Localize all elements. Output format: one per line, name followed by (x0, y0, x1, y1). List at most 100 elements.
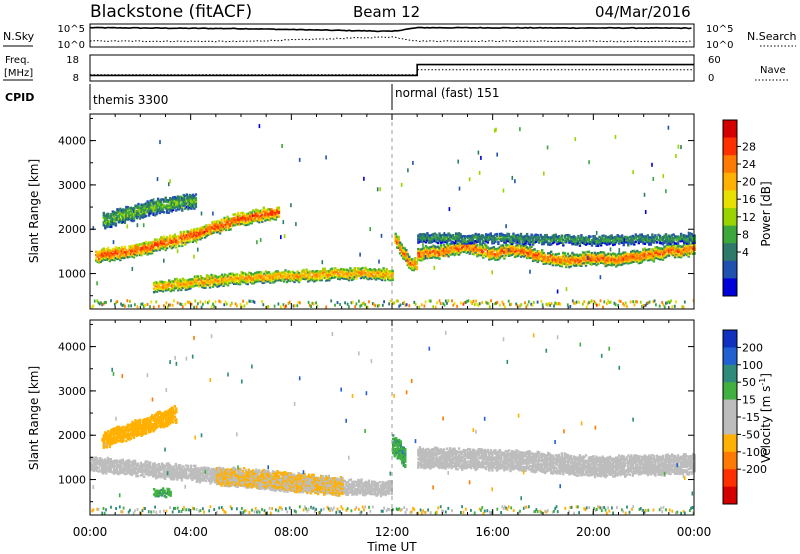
power-band-4-cell (643, 258, 647, 261)
power-band-2-cell (175, 283, 178, 286)
power-band-5-cell (427, 241, 431, 244)
power-band-4-cell (531, 252, 535, 255)
power-band-1-cell (178, 199, 181, 202)
power-band-4-cell (568, 262, 571, 265)
velocity-band-0-cell (117, 471, 120, 474)
power-band-5-cell (616, 235, 619, 239)
power-band-4-cell (515, 244, 518, 247)
power-band-4-cell (509, 252, 512, 255)
power-band-2-cell (204, 284, 207, 288)
power-band-2-cell (340, 267, 343, 271)
power-band-5-cell (531, 238, 535, 241)
power-band-4-cell (417, 247, 420, 251)
power-band-4-cell (467, 245, 470, 248)
power-band-0-cell (164, 238, 167, 241)
power-band-4-cell (583, 253, 586, 256)
power-band-2-cell (257, 280, 260, 283)
power-band-1-cell (143, 215, 146, 218)
power-band-5-cell (471, 239, 474, 242)
power-band-4-cell (640, 259, 643, 262)
power-band-5-cell (491, 240, 494, 243)
power-band-2-cell (365, 268, 369, 271)
power-band-5-cell (648, 239, 651, 243)
velocity-band-0-cell (168, 476, 171, 479)
power-band-2-cell (236, 273, 239, 276)
power-band-4-cell (554, 262, 557, 265)
power-band-2-cell (266, 273, 269, 276)
power-band-4-cell (522, 246, 526, 249)
power-band-4-cell (491, 246, 494, 250)
power-band-5-cell (612, 236, 615, 239)
power-band-2-cell (213, 279, 216, 283)
power-band-4-cell (467, 247, 470, 250)
power-band-1-cell (110, 214, 113, 218)
power-speckle-cell (667, 125, 670, 130)
power-band-4-cell (578, 258, 582, 262)
velocity-band-0-cell (151, 466, 155, 469)
power-band-2-cell (239, 277, 242, 281)
nave-line (90, 69, 694, 76)
power-band-0-cell (110, 257, 113, 260)
power-band-2-cell (296, 277, 299, 280)
velocity-band-0-cell (148, 464, 152, 468)
power-band-3-cell (400, 248, 403, 252)
power-band-0-cell (191, 237, 195, 240)
power-band-0-cell (259, 216, 262, 220)
power-band-2-cell (157, 286, 160, 290)
power-band-1-cell (122, 211, 125, 215)
power-band-0-cell (276, 206, 279, 210)
power-ground-scatter-cell (334, 303, 336, 307)
power-band-4-cell (432, 253, 435, 256)
power-band-1-cell (114, 218, 118, 222)
power-band-2-cell (319, 275, 322, 278)
power-band-1-cell (138, 213, 142, 217)
power-band-1-cell (120, 209, 124, 212)
velocity-band-0-cell (148, 471, 152, 475)
power-band-5-cell (533, 234, 536, 237)
power-band-5-cell (547, 241, 550, 244)
power-band-5-cell (613, 236, 616, 239)
power-ground-scatter-cell (360, 303, 363, 307)
power-band-2-cell (160, 282, 163, 285)
power-band-1-cell (134, 215, 137, 218)
velocity-band-0-cell (109, 463, 112, 466)
power-band-0-cell (268, 217, 272, 220)
power-band-5-cell (678, 239, 681, 243)
power-band-4-cell (427, 252, 431, 256)
velocity-band-0-cell (103, 463, 106, 466)
power-band-5-cell (568, 234, 571, 237)
power-band-5-cell (516, 239, 520, 242)
power-band-2-cell (341, 271, 345, 275)
power-band-4-cell (507, 251, 511, 254)
power-band-4-cell (560, 263, 563, 266)
power-band-0-cell (152, 249, 155, 252)
power-band-4-cell (513, 248, 517, 251)
power-band-5-cell (610, 237, 613, 241)
power-band-5-cell (596, 239, 600, 242)
power-band-5-cell (492, 234, 496, 238)
power-band-4-cell (569, 263, 573, 266)
power-band-5-cell (427, 237, 431, 241)
power-band-2-cell (184, 279, 187, 283)
power-band-4-cell (601, 254, 604, 257)
power-band-3-cell (403, 254, 406, 257)
power-band-4-cell (586, 250, 589, 254)
power-band-5-cell (615, 237, 618, 240)
power-band-4-cell (544, 255, 547, 258)
power-band-1-cell (117, 213, 121, 217)
power-ground-scatter-cell (229, 303, 232, 307)
power-band-0-cell (250, 216, 253, 220)
power-band-0-cell (241, 222, 244, 225)
power-band-0-cell (182, 239, 185, 242)
power-band-5-cell (625, 241, 628, 244)
velocity-band-0-cell (180, 475, 183, 478)
velocity-band-0-cell (154, 471, 158, 474)
power-band-5-cell (577, 242, 580, 245)
power-ground-scatter-cell (499, 303, 501, 307)
power-band-4-cell (678, 253, 681, 257)
power-band-5-cell (578, 242, 582, 246)
power-band-5-cell (507, 232, 511, 236)
power-band-0-cell (98, 259, 101, 262)
velocity-band-0-cell (112, 463, 116, 466)
power-band-2-cell (305, 273, 308, 277)
